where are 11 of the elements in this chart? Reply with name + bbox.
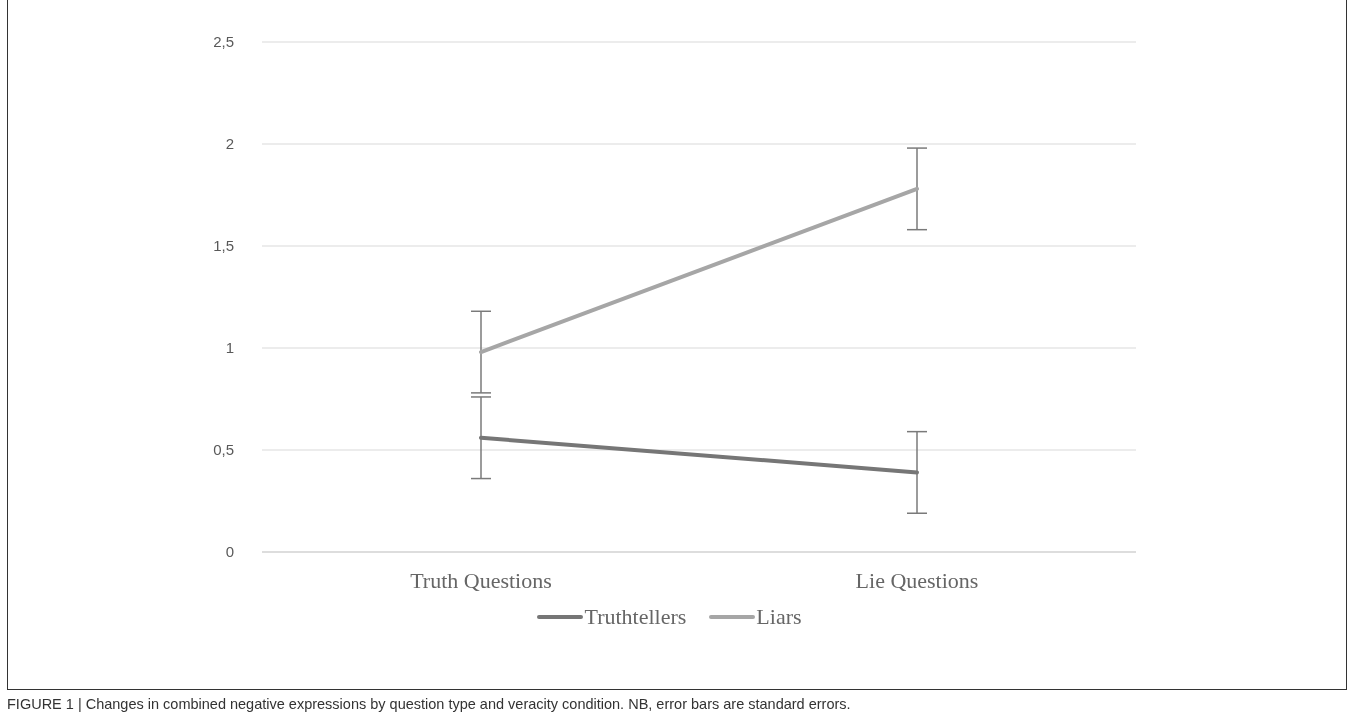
y-tick-label: 0,5 xyxy=(213,441,234,459)
y-tick-label: 0 xyxy=(225,543,234,561)
y-tick-label: 2 xyxy=(225,135,234,153)
legend-label: Liars xyxy=(756,604,802,630)
y-tick-label: 1 xyxy=(225,339,234,357)
x-tick-label: Lie Questions xyxy=(855,567,979,593)
legend-label: Truthtellers xyxy=(584,604,687,630)
y-tick-label: 1,5 xyxy=(213,237,234,255)
y-tick-label: 2,5 xyxy=(213,33,234,51)
caption: FIGURE 1 | Changes in combined negative expressions by question type and veracity condition. NB, error bars are standard errors. xyxy=(7,696,851,712)
x-tick-label: Truth Questions xyxy=(410,567,552,593)
